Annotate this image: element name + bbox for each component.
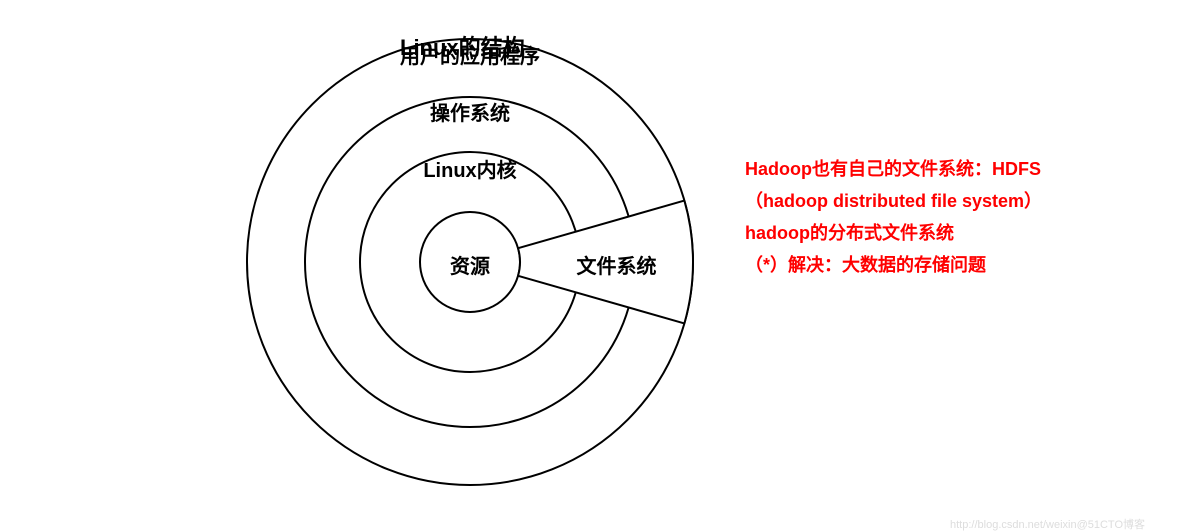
annotation-line-4: （*）解决：大数据的存储问题 <box>745 251 1042 277</box>
annotation-line-1: Hadoop也有自己的文件系统：HDFS <box>745 155 1042 181</box>
wedge-label: 文件系统 <box>577 250 657 279</box>
ring-label-3: 用户的应用程序 <box>400 40 540 69</box>
ring-label-0: 资源 <box>450 250 490 279</box>
ring-label-2: 操作系统 <box>430 97 510 126</box>
annotation-line-3: hadoop的分布式文件系统 <box>745 219 1042 245</box>
annotation-line-2: （hadoop distributed file system） <box>745 187 1042 213</box>
annotation-block: Hadoop也有自己的文件系统：HDFS （hadoop distributed… <box>745 155 1042 283</box>
ring-label-1: Linux内核 <box>423 154 516 183</box>
